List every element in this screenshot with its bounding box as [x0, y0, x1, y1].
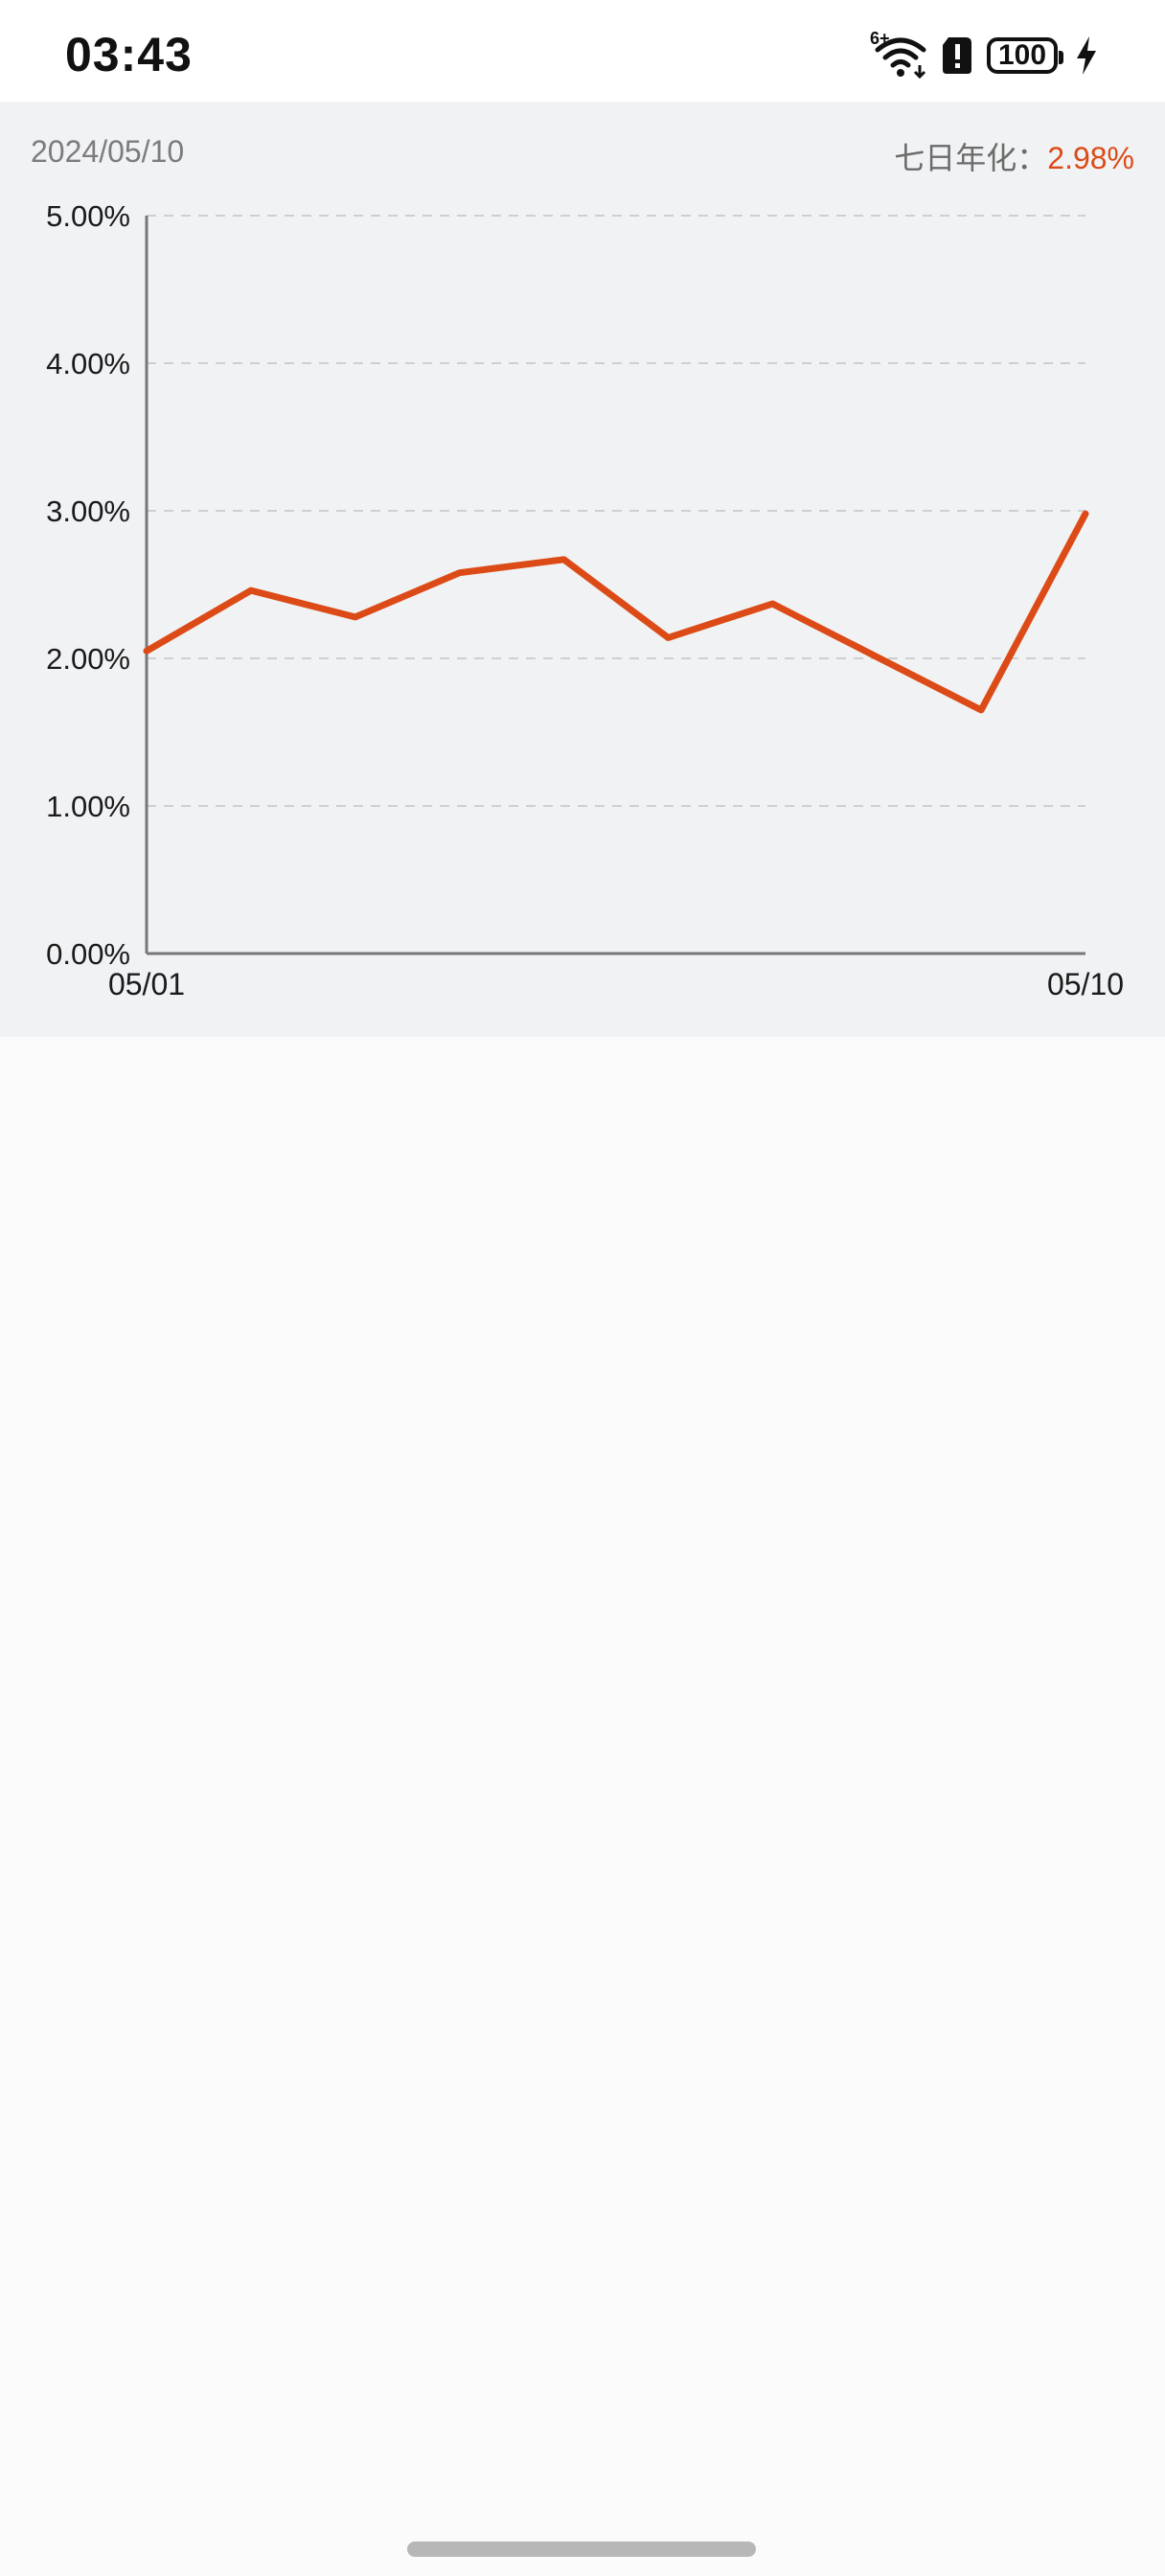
y-tick-label: 3.00%	[46, 494, 130, 528]
yield-chart-panel: 2024/05/10 七日年化：2.98%	[0, 102, 1165, 1037]
status-bar: 03:43 6+ 100	[0, 0, 1165, 102]
charging-bolt-icon	[1075, 36, 1098, 75]
y-tick-label: 4.00%	[46, 347, 130, 380]
status-time: 03:43	[65, 28, 193, 81]
seven-day-yield-label: 七日年化：	[894, 141, 1048, 175]
y-tick-label: 1.00%	[46, 790, 130, 823]
battery-level: 100	[997, 39, 1047, 71]
chart-date: 2024/05/10	[31, 134, 185, 169]
y-tick-label: 0.00%	[46, 937, 130, 971]
y-tick-label: 2.00%	[46, 642, 130, 676]
yield-line-chart: 0.00% 1.00% 2.00% 3.00% 4.00% 5.00% 05/01 05/10	[46, 199, 1124, 1001]
status-icons: 6+ 100	[870, 29, 1098, 80]
network-badge: 6+	[870, 29, 890, 48]
series-line	[143, 510, 1089, 714]
wifi-icon: 6+	[870, 29, 927, 80]
seven-day-yield-value: 2.98%	[1047, 141, 1134, 175]
seven-day-yield: 七日年化：2.98%	[894, 134, 1134, 178]
x-tick-label: 05/01	[108, 967, 185, 1001]
home-indicator[interactable]	[407, 2542, 756, 2557]
y-tick-label: 5.00%	[46, 199, 130, 233]
sim-alert-icon	[941, 35, 973, 76]
x-tick-label: 05/10	[1047, 967, 1124, 1001]
battery-icon: 100	[987, 37, 1063, 74]
